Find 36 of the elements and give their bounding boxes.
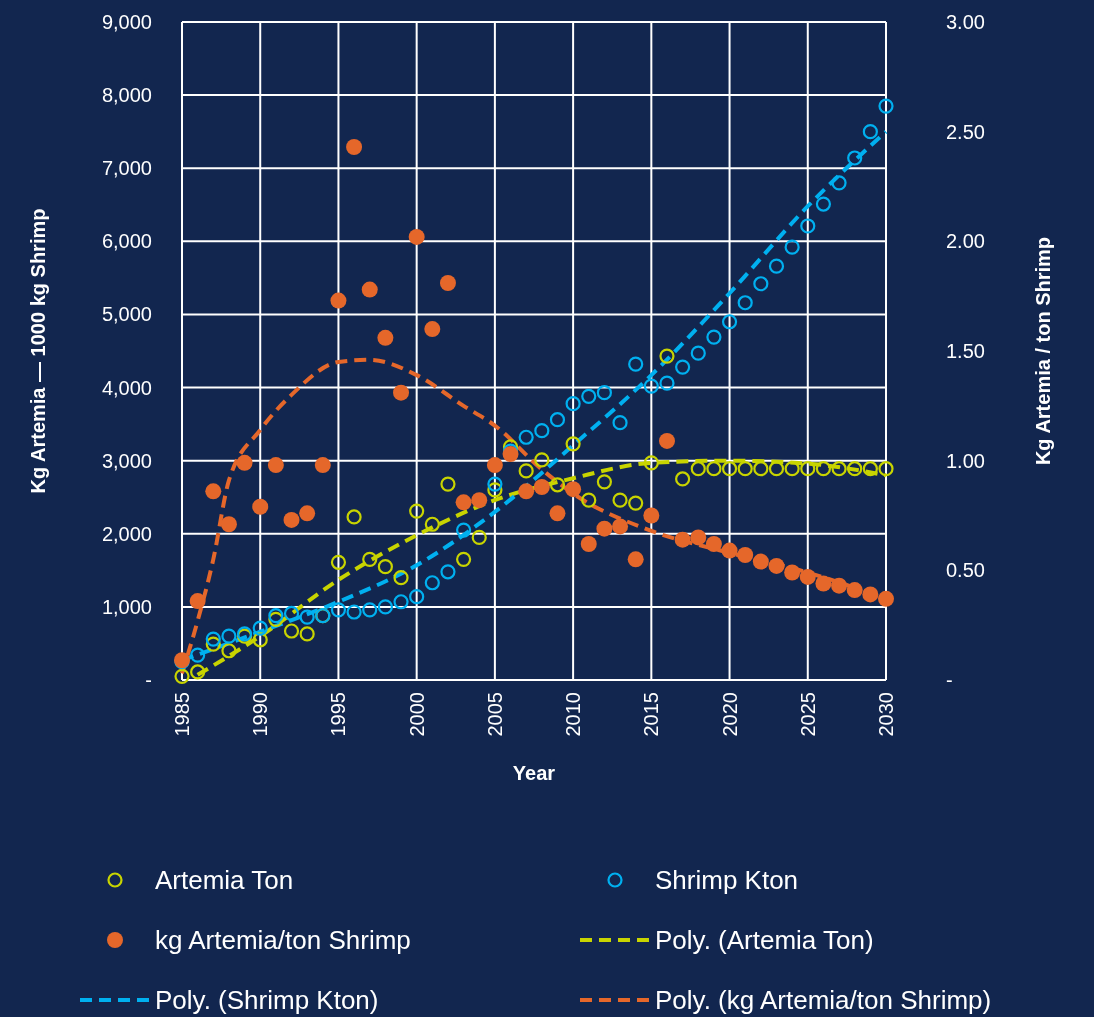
x-tick-label: 2025 [796,692,819,737]
y-axis-title: Kg Artemia — 1000 kg Shrimp [27,208,49,494]
y2-tick-label: 1.50 [946,340,985,362]
y-tick-label: 3,000 [101,449,152,472]
x-tick-label: 2000 [405,692,428,737]
y-tick-label: 7,000 [101,157,152,180]
y-tick-label: 6,000 [101,230,152,253]
y-tick-label: 1,000 [101,595,152,618]
x-tick-label: 1995 [327,692,350,737]
x-axis-title: Year [512,762,556,784]
y-tick-label: - [145,669,152,691]
y2-axis-title: Kg Artemia / ton Shrimp [1032,236,1054,466]
y-tick-label: 9,000 [101,11,152,33]
legend-label: Artemia Ton [155,865,294,895]
legend-label: Poly. (Artemia Ton) [655,925,874,955]
x-tick-label: 2015 [640,692,663,737]
y-tick-label: 8,000 [101,84,152,107]
y2-tick-label: 2.50 [946,120,985,143]
x-tick-label: 2005 [483,692,506,737]
y-tick-label: 2,000 [101,522,152,545]
x-tick-label: 2010 [562,692,585,737]
legend-label: Poly. (kg Artemia/ton Shrimp) [655,985,992,1015]
y2-tick-label: 3.00 [946,11,985,33]
legend-label: kg Artemia/ton Shrimp [155,925,411,955]
y2-tick-label: 2.00 [946,230,985,253]
y-tick-label: 4,000 [101,376,152,399]
x-tick-label: 1985 [171,692,193,737]
y2-tick-label: 1.00 [946,449,985,472]
x-tick-label: 2020 [718,692,741,737]
legend-label: Poly. (Shrimp Kton) [155,985,379,1015]
y-tick-label: 5,000 [101,303,152,326]
x-tick-label: 2030 [875,692,897,737]
y2-tick-label: - [946,669,953,691]
x-tick-label: 1990 [249,692,272,737]
y2-tick-label: 0.50 [946,559,985,582]
legend-label: Shrimp Kton [655,865,799,895]
